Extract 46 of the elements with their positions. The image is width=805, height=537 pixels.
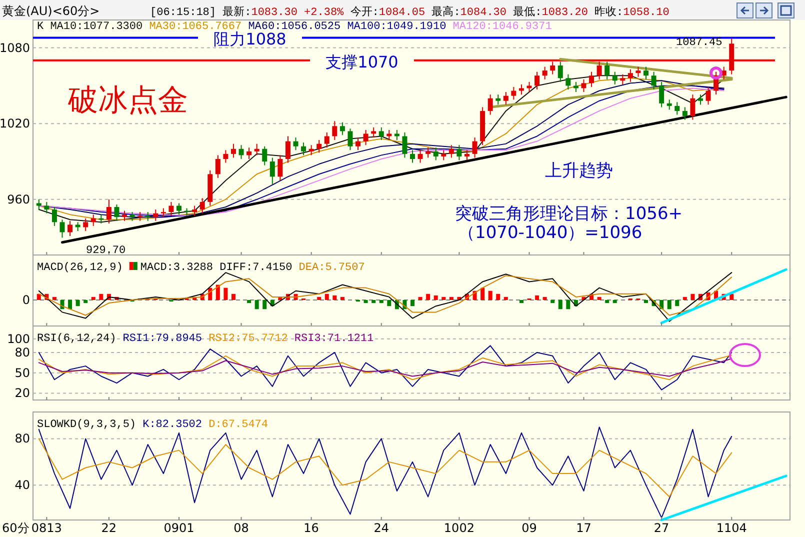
text: MA100:1049.1910 [347,21,446,33]
x-axis-title: 60分 [2,521,30,535]
x-tick-label: 0901 [164,521,194,535]
x-tick-label: 0813 [31,521,62,535]
annotation: 破冰点金 [67,83,188,118]
x-tick-label: 1104 [716,521,747,535]
ref-line-label: 支撑1070 [326,52,398,72]
text: MA120:1046.9371 [452,21,552,33]
series-label: DEA:5.7507 [298,262,365,274]
x-tick-label: 16 [304,521,319,535]
y-tick-label: 100 [7,332,30,346]
x-tick-label: 08 [234,521,249,535]
annotation: （1070-1040）=1096 [458,223,642,243]
annotation: 上升趋势 [545,161,613,181]
x-tick-label: 1002 [444,521,474,535]
x-tick-label: 27 [654,521,670,535]
series-label: RSI1:79.8945 [122,333,202,345]
y-tick-label: 1020 [0,116,30,131]
text: RSI(6,12,24) [37,333,116,345]
series-label: D:67.5474 [208,419,268,431]
ref-line-label: 0 [22,293,30,307]
legend-label: MACD:3.3288 [140,262,214,274]
y-tick-label: 960 [7,192,30,206]
chart-title: MACD(26,12,9) [37,262,123,274]
series-label: DIFF:7.4150 [220,262,292,274]
chart-title: 黄金(AU)<60分> [2,4,100,18]
series-label: K:82.3502 [142,419,202,431]
annotation: 突破三角形理论目标：1056+ [455,204,683,224]
y-tick-label: 20 [14,386,30,400]
y-tick-label: 80 [14,345,30,360]
y-tick-label: 50 [14,366,30,380]
x-tick-label: 22 [101,521,117,535]
y-tick-label: 1080 [0,40,30,55]
text: MA10:1077.3300 [50,21,143,33]
annotation: 929.70 [86,245,126,257]
x-tick-label: 09 [522,521,537,535]
y-tick-label: 40 [14,478,30,492]
legend-title: K [37,21,44,33]
text: RSI3:71.1211 [294,333,374,345]
text: SLOWKD(9,3,3,5) [37,419,136,431]
text: [06:15:18] 最新:1083.30 +2.38% 今开:1084.05 最高:1084.30 最低:1083.20 昨收:1058.10 [150,7,670,19]
annotation: 1087.45 [676,37,722,49]
x-tick-label: 17 [576,521,592,535]
y-tick-label: 80 [14,432,30,446]
x-tick-label: 24 [374,521,390,535]
series-label: RSI2:75.7712 [208,333,288,345]
